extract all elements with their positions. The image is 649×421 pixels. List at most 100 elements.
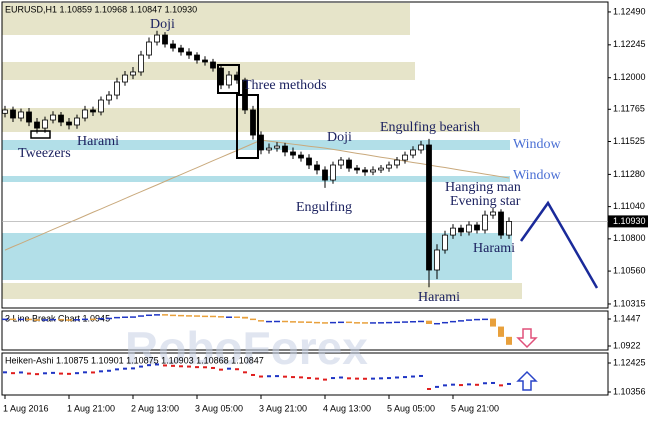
line-break-brick	[98, 317, 104, 320]
heiken-ashi-bar	[403, 376, 407, 379]
line-break-brick	[298, 321, 304, 323]
heiken-ashi-bar	[155, 363, 159, 366]
line-break-brick	[402, 321, 408, 323]
candle-body	[74, 117, 80, 126]
candle-body	[474, 224, 480, 231]
zone	[2, 108, 520, 132]
panel-title: EURUSD,H1 1.10859 1.10968 1.10847 1.1093…	[5, 4, 197, 14]
zone	[2, 140, 510, 150]
line-break-panel-frame	[1, 310, 609, 351]
candle-body	[130, 71, 136, 76]
heiken-ashi-bar	[275, 375, 279, 378]
x-tick-label: 2 Aug 13:00	[131, 403, 179, 413]
line-break-brick	[242, 316, 248, 319]
line-break-brick	[274, 320, 280, 323]
heiken-ashi-bar	[379, 377, 383, 380]
heiken-ashi-bar	[35, 373, 39, 376]
line-break-brick	[266, 320, 272, 323]
last-price-label: 1.10930	[613, 216, 646, 226]
line-break-brick	[74, 319, 80, 321]
candle-body	[274, 145, 280, 149]
heiken-ashi-bar	[219, 368, 223, 371]
y-tick-label: 1.10560	[613, 265, 646, 275]
line-break-brick	[466, 319, 472, 321]
heiken-ashi-bar	[107, 369, 111, 372]
heiken-ashi-bar	[27, 372, 31, 375]
heiken-ashi-bar	[91, 371, 95, 374]
signal-arrow-down	[516, 328, 538, 349]
line-break-brick	[354, 322, 360, 324]
line-break-brick	[138, 315, 144, 317]
heiken-ashi-bar	[435, 385, 439, 388]
line-break-brick	[306, 321, 312, 323]
annotation: Engulfing bearish	[380, 120, 480, 135]
line-break-brick	[234, 316, 240, 318]
line-break-brick	[490, 318, 496, 327]
candle-body	[378, 167, 384, 171]
candle-body	[210, 61, 216, 69]
candle-body	[434, 249, 440, 271]
line-break-brick	[42, 319, 48, 321]
candle-body	[466, 224, 472, 233]
main-panel-frame	[1, 1, 609, 309]
y-tick-label: 1.12000	[613, 72, 646, 82]
line-break-brick	[330, 321, 336, 324]
line-break-brick	[106, 317, 112, 320]
heiken-ashi-bar	[299, 376, 303, 379]
line-break-brick	[426, 320, 432, 324]
zone	[2, 3, 410, 35]
heiken-ashi-bar	[179, 365, 183, 368]
candle-body	[202, 59, 208, 63]
heiken-ashi-bar	[331, 377, 335, 380]
y-tick-label: 1.10356	[613, 386, 646, 396]
annotation: Harami	[77, 134, 119, 149]
candle-body	[330, 164, 336, 181]
candle-body	[138, 54, 144, 73]
candle-body	[346, 159, 352, 169]
pattern-box	[217, 64, 240, 94]
candle-body	[170, 43, 176, 49]
candle-body	[290, 151, 296, 156]
candle-body	[58, 114, 64, 123]
heiken-ashi-bar	[243, 371, 247, 374]
line-break-brick	[18, 318, 24, 321]
annotation: Window	[513, 137, 562, 152]
line-break-brick	[82, 318, 88, 321]
line-break-brick	[66, 319, 72, 321]
line-break-brick	[482, 318, 488, 321]
candle-body	[258, 134, 264, 151]
line-break-brick	[210, 315, 216, 318]
heiken-ashi-bar	[283, 375, 287, 378]
forecast-arrow	[519, 200, 599, 289]
candle-body	[26, 111, 32, 123]
heiken-ashi-bar	[291, 376, 295, 379]
candle-body	[50, 114, 56, 121]
heiken-ashi-bar	[211, 366, 215, 369]
line-break-brick	[394, 321, 400, 324]
candle-body	[306, 157, 312, 166]
zone	[2, 62, 415, 80]
candle-body	[450, 227, 456, 236]
last-price-box	[608, 215, 648, 228]
line-break-brick	[10, 318, 16, 321]
y-tick-label: 1.10315	[613, 298, 646, 308]
candle-body	[186, 51, 192, 56]
heiken-ashi-bar	[371, 377, 375, 380]
candle-body	[426, 144, 432, 271]
heiken-ashi-bar	[131, 367, 135, 370]
heiken-ashi-bar	[19, 371, 23, 374]
heiken-ashi-bar	[187, 365, 191, 368]
heiken-ashi-bar	[307, 377, 311, 380]
candle-body	[122, 74, 128, 83]
heiken-ashi-bar	[99, 370, 103, 373]
signal-arrow-up	[516, 370, 538, 391]
candle-body	[250, 109, 256, 136]
heiken-ashi-bar	[507, 382, 511, 385]
line-break-brick	[194, 315, 200, 317]
heiken-ashi-bar	[491, 381, 495, 384]
candle-body	[338, 159, 344, 166]
candle-body	[498, 211, 504, 236]
heiken-ashi-bar	[267, 375, 271, 378]
line-break-brick	[434, 322, 440, 325]
y-tick-label: 1.0922	[613, 340, 641, 350]
